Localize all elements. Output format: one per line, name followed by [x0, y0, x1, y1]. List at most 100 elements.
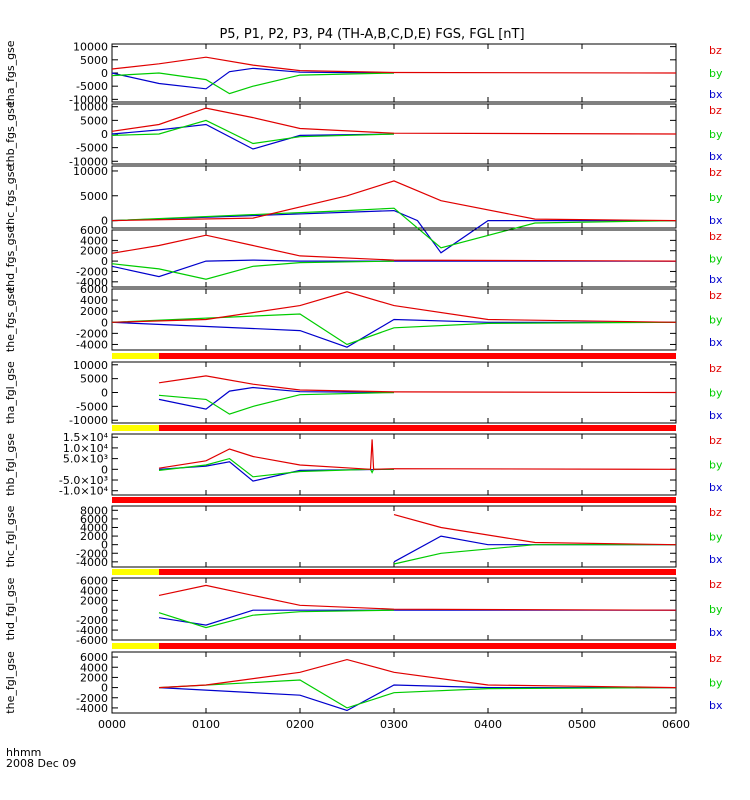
- x-tick-label: 0100: [192, 718, 220, 731]
- y-tick-label: 4000: [80, 521, 108, 534]
- series-line-by: [158, 679, 677, 709]
- series-line-bz: [111, 291, 677, 323]
- series-line-bz: [158, 375, 677, 394]
- series-line-bz: [111, 180, 677, 222]
- y-tick-label: 0: [101, 316, 108, 329]
- y-axis-label: tha_fgs_gse: [4, 40, 17, 105]
- y-tick-label: -2000: [76, 265, 108, 278]
- y-tick-label: 6000: [80, 651, 108, 664]
- legend-bz: bz: [709, 230, 722, 243]
- x-tick-label: 0200: [286, 718, 314, 731]
- y-axis-label: thc_fgs_gse: [4, 165, 17, 230]
- series-line-by: [158, 609, 395, 629]
- legend-bz: bz: [709, 652, 722, 665]
- legend-bz: bz: [709, 434, 722, 447]
- y-axis-label: the_fgs_gse: [4, 287, 17, 352]
- availability-bar-start: [112, 353, 159, 359]
- series-line-bz: [111, 107, 677, 135]
- series-line-bx: [158, 684, 676, 712]
- y-tick-label: 0: [101, 604, 108, 617]
- y-tick-label: -5000: [76, 142, 108, 155]
- y-axis-label: the_fgl_gse: [4, 651, 17, 714]
- y-tick-label: -10000: [69, 414, 108, 427]
- y-tick-label: 0: [101, 539, 108, 552]
- date-label: 2008 Dec 09: [6, 757, 77, 770]
- y-tick-label: 2000: [80, 245, 108, 258]
- series-line-bz: [158, 658, 677, 689]
- legend-by: by: [709, 67, 723, 80]
- y-tick-label: 4000: [80, 294, 108, 307]
- y-tick-label: 10000: [73, 41, 108, 54]
- time-format-label: hhmm: [6, 746, 42, 759]
- y-tick-label: 0: [101, 387, 108, 400]
- legend-by: by: [709, 531, 723, 544]
- series-line-by: [158, 457, 394, 478]
- y-axis-label: thd_fgs_gse: [4, 226, 17, 292]
- series-line-by: [111, 72, 395, 95]
- legend-bz: bz: [709, 578, 722, 591]
- y-tick-label: 5000: [80, 190, 108, 203]
- y-tick-label: -2000: [76, 327, 108, 340]
- panel-frame: [111, 433, 677, 496]
- y-tick-label: 0: [101, 463, 108, 476]
- x-tick-label: 0600: [662, 718, 690, 731]
- series-line-bz: [111, 234, 677, 262]
- y-tick-label: -6000: [76, 634, 108, 647]
- series-line-bz: [158, 439, 677, 470]
- y-tick-label: 4000: [80, 584, 108, 597]
- chart-title: P5, P1, P2, P3, P4 (TH-A,B,C,D,E) FGS, F…: [219, 27, 525, 42]
- y-tick-label: 6000: [80, 224, 108, 237]
- legend-bx: bx: [709, 88, 723, 101]
- series-line-bx: [158, 461, 395, 482]
- y-tick-label: 0: [101, 682, 108, 695]
- y-tick-label: -4000: [76, 556, 108, 569]
- y-tick-label: 0: [101, 67, 108, 80]
- panel-frame: [111, 229, 677, 288]
- y-tick-label: 5000: [80, 54, 108, 67]
- legend-by: by: [709, 677, 723, 690]
- legend-bx: bx: [709, 336, 723, 349]
- y-tick-label: 5.0×10³: [63, 453, 108, 466]
- y-tick-label: 10000: [73, 359, 108, 372]
- legend-by: by: [709, 253, 723, 266]
- x-tick-label: 0500: [568, 718, 596, 731]
- y-tick-label: 0: [101, 128, 108, 141]
- availability-bar: [112, 643, 676, 649]
- y-tick-label: -5000: [76, 400, 108, 413]
- legend-bx: bx: [709, 699, 723, 712]
- panel-frame: [111, 651, 677, 714]
- y-tick-label: -5.0×10³: [59, 474, 108, 487]
- series-line-by: [158, 391, 395, 415]
- legend-by: by: [709, 191, 723, 204]
- y-tick-label: 0: [101, 255, 108, 268]
- legend-bx: bx: [709, 150, 723, 163]
- legend-bx: bx: [709, 409, 723, 422]
- y-tick-label: -4000: [76, 702, 108, 715]
- series-line-by: [111, 260, 395, 280]
- y-axis-label: thd_fgl_gse: [4, 577, 17, 640]
- series-line-by: [393, 544, 676, 565]
- legend-by: by: [709, 314, 723, 327]
- y-tick-label: 8000: [80, 504, 108, 517]
- legend-bz: bz: [709, 289, 722, 302]
- legend-bz: bz: [709, 506, 722, 519]
- y-tick-label: -4000: [76, 276, 108, 289]
- y-tick-label: 5000: [80, 373, 108, 386]
- series-line-bx: [111, 67, 395, 90]
- y-tick-label: 5000: [80, 114, 108, 127]
- x-tick-label: 0400: [474, 718, 502, 731]
- y-tick-label: -10000: [69, 93, 108, 106]
- x-tick-label: 0000: [98, 718, 126, 731]
- availability-bar: [112, 497, 676, 503]
- series-line-by: [111, 313, 677, 346]
- y-axis-label: thb_fgs_gse: [4, 101, 17, 167]
- legend-bx: bx: [709, 214, 723, 227]
- y-tick-label: -5000: [76, 80, 108, 93]
- y-tick-label: -10000: [69, 155, 108, 168]
- series-line-bx: [111, 318, 676, 348]
- y-tick-label: 4000: [80, 234, 108, 247]
- y-tick-label: 1.5×10⁴: [63, 431, 109, 444]
- series-line-bx: [393, 535, 676, 563]
- y-tick-label: 2000: [80, 594, 108, 607]
- availability-bar: [112, 425, 676, 431]
